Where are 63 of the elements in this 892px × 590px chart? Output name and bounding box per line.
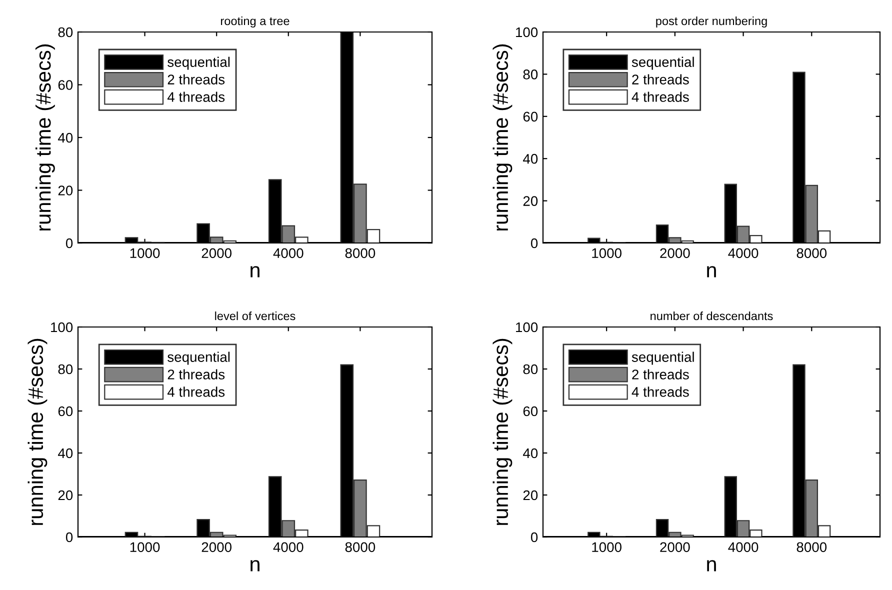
x-tick-label: 1000	[592, 542, 622, 552]
legend-label: sequential	[632, 352, 694, 365]
legend-label: sequential	[168, 352, 230, 365]
y-axis-title: running time (#secs)	[35, 44, 55, 230]
x-tick-label: 4000	[728, 248, 758, 258]
y-tick-label: 0	[530, 238, 538, 248]
y-tick-label: 80	[58, 364, 73, 374]
x-tick-label: 8000	[796, 542, 827, 552]
y-tick-label: 0	[530, 532, 538, 542]
chart-title: post order numbering	[656, 16, 767, 28]
y-tick-label: 60	[58, 406, 73, 416]
y-tick-label: 80	[58, 27, 73, 38]
y-tick-label: 20	[58, 186, 73, 196]
x-tick-label: 8000	[345, 542, 376, 552]
legend-label: sequential	[632, 56, 694, 70]
y-tick-label: 0	[66, 238, 73, 248]
x-tick-label: 2000	[660, 542, 690, 552]
y-tick-label: 60	[523, 112, 538, 122]
x-tick-label: 1000	[592, 248, 622, 258]
legend-label: 2 threads	[632, 369, 689, 380]
legend-label: 2 threads	[168, 369, 225, 380]
y-axis-title: running time (#secs)	[28, 338, 48, 525]
chart-title: number of descendants	[650, 312, 773, 320]
y-tick-label: 80	[523, 364, 538, 374]
x-tick-label: 1000	[130, 248, 160, 258]
x-axis-title: n	[250, 266, 260, 278]
x-tick-label: 1000	[130, 542, 160, 552]
x-axis-title: n	[707, 560, 716, 572]
y-tick-label: 100	[51, 322, 73, 332]
x-tick-label: 2000	[202, 542, 232, 552]
y-tick-label: 60	[58, 80, 73, 90]
chart-title: rooting a tree	[221, 16, 290, 28]
x-tick-label: 2000	[202, 248, 232, 258]
legend-label: 4 threads	[167, 92, 225, 102]
y-tick-label: 40	[523, 154, 538, 164]
y-tick-label: 100	[516, 322, 538, 332]
y-tick-label: 20	[58, 490, 73, 500]
legend-label: 2 threads	[632, 74, 689, 84]
x-axis-title: n	[707, 266, 716, 278]
x-tick-label: 4000	[273, 542, 304, 552]
x-tick-label: 4000	[728, 542, 758, 552]
chart-title: level of vertices	[215, 312, 296, 320]
x-tick-label: 4000	[273, 248, 304, 258]
y-axis-title: running time (#secs)	[492, 338, 512, 525]
y-tick-label: 100	[516, 27, 538, 38]
legend-label: 4 threads	[632, 92, 689, 102]
y-tick-label: 40	[58, 448, 73, 458]
x-tick-label: 8000	[345, 248, 376, 258]
legend-label: 4 threads	[632, 386, 689, 397]
y-tick-label: 60	[523, 406, 538, 416]
y-tick-label: 20	[523, 490, 538, 500]
x-tick-label: 8000	[796, 248, 827, 258]
y-tick-label: 20	[523, 196, 538, 206]
legend-label: 2 threads	[168, 74, 225, 84]
y-axis-title: running time (#secs)	[492, 44, 512, 230]
x-axis-title: n	[250, 560, 260, 572]
y-tick-label: 40	[523, 448, 538, 458]
y-tick-label: 0	[66, 532, 73, 542]
x-tick-label: 2000	[660, 248, 690, 258]
y-tick-label: 80	[523, 70, 538, 80]
legend-label: 4 threads	[167, 386, 225, 397]
y-tick-label: 40	[58, 132, 73, 143]
legend-label: sequential	[168, 56, 230, 70]
